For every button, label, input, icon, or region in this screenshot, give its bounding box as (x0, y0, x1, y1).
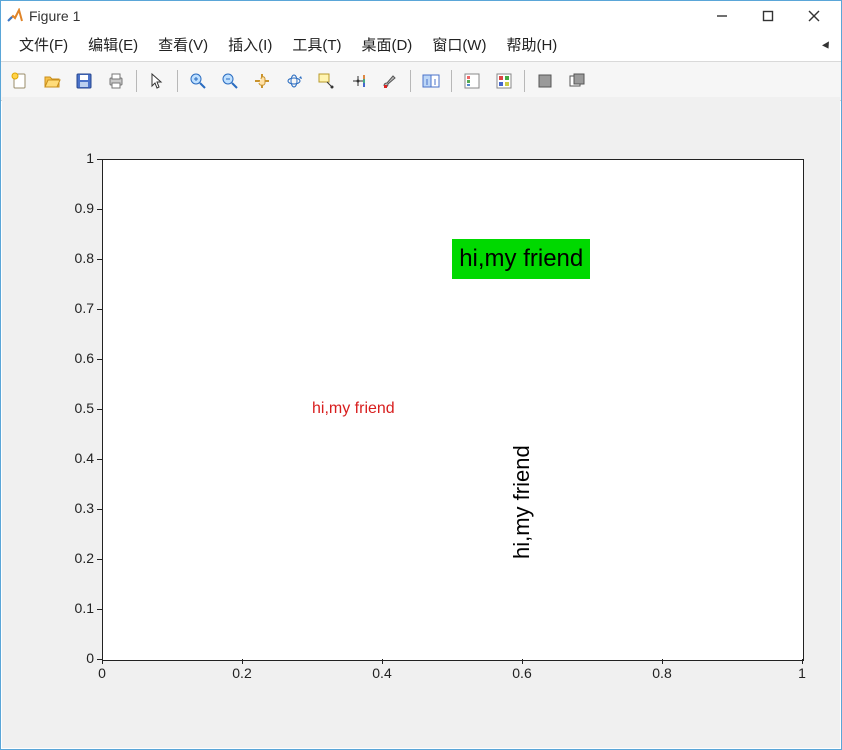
y-tick-label: 1 (62, 150, 94, 166)
x-tick-label: 0 (87, 665, 117, 681)
x-tick (662, 659, 663, 664)
save-button[interactable] (69, 67, 99, 95)
y-tick-label: 0.5 (62, 400, 94, 416)
matlab-icon (7, 8, 23, 24)
figure-canvas[interactable]: 0 0.2 0.4 0.6 0.8 1 0 0.1 0.2 0.3 0.4 0.5 0.6 0.7 0.8 0… (2, 97, 840, 748)
y-tick (97, 359, 102, 360)
menu-window[interactable]: 窗口(W) (422, 31, 496, 61)
window-title: Figure 1 (29, 8, 80, 24)
toolbar (1, 62, 841, 101)
pan-button[interactable] (247, 67, 277, 95)
annot-vertical[interactable]: hi,my friend (509, 445, 535, 559)
menu-file[interactable]: 文件(F) (9, 31, 78, 61)
y-tick-label: 0 (62, 650, 94, 666)
zoom-in-button[interactable] (183, 67, 213, 95)
close-button[interactable] (791, 1, 837, 31)
toolbar-separator (451, 70, 452, 92)
titlebar: Figure 1 (1, 1, 841, 31)
y-tick-label: 0.6 (62, 350, 94, 366)
menu-tools[interactable]: 工具(T) (282, 31, 351, 61)
menu-overflow-icon[interactable] (821, 39, 833, 57)
y-tick (97, 459, 102, 460)
x-tick (382, 659, 383, 664)
link-plot-button[interactable] (416, 67, 446, 95)
y-tick-label: 0.7 (62, 300, 94, 316)
x-tick (522, 659, 523, 664)
x-tick-label: 0.2 (227, 665, 257, 681)
undock-button[interactable] (562, 67, 592, 95)
menu-desktop[interactable]: 桌面(D) (351, 31, 422, 61)
y-tick-label: 0.8 (62, 250, 94, 266)
y-tick (97, 509, 102, 510)
toolbar-separator (410, 70, 411, 92)
y-tick (97, 409, 102, 410)
annot-red[interactable]: hi,my friend (312, 400, 395, 418)
dock-button[interactable] (530, 67, 560, 95)
x-tick-label: 0.8 (647, 665, 677, 681)
zoom-out-button[interactable] (215, 67, 245, 95)
y-tick (97, 159, 102, 160)
colorbar-button[interactable] (343, 67, 373, 95)
legend-button[interactable] (457, 67, 487, 95)
x-tick (802, 659, 803, 664)
annot-greenbox[interactable]: hi,my friend (452, 239, 590, 279)
x-tick (242, 659, 243, 664)
menubar: 文件(F) 编辑(E) 查看(V) 插入(I) 工具(T) 桌面(D) 窗口(W… (1, 31, 841, 62)
y-tick-label: 0.3 (62, 500, 94, 516)
y-tick (97, 309, 102, 310)
pointer-button[interactable] (142, 67, 172, 95)
y-tick (97, 259, 102, 260)
menu-view[interactable]: 查看(V) (148, 31, 218, 61)
x-tick-label: 0.6 (507, 665, 537, 681)
y-tick-label: 0.9 (62, 200, 94, 216)
print-button[interactable] (101, 67, 131, 95)
maximize-button[interactable] (745, 1, 791, 31)
menu-insert[interactable]: 插入(I) (218, 31, 282, 61)
new-figure-button[interactable] (5, 67, 35, 95)
minimize-button[interactable] (699, 1, 745, 31)
x-tick-label: 0.4 (367, 665, 397, 681)
menu-edit[interactable]: 编辑(E) (78, 31, 148, 61)
y-tick (97, 609, 102, 610)
y-tick-label: 0.2 (62, 550, 94, 566)
rotate-button[interactable] (279, 67, 309, 95)
x-tick-label: 1 (787, 665, 817, 681)
figure-window: Figure 1 文件(F) 编辑(E) 查看(V) 插入(I) 工具(T) 桌… (0, 0, 842, 750)
color-order-button[interactable] (489, 67, 519, 95)
data-cursor-button[interactable] (311, 67, 341, 95)
y-tick-label: 0.1 (62, 600, 94, 616)
figure-panel: 0 0.2 0.4 0.6 0.8 1 0 0.1 0.2 0.3 0.4 0.5 0.6 0.7 0.8 0… (2, 97, 840, 748)
brush-button[interactable] (375, 67, 405, 95)
axes[interactable] (102, 159, 804, 661)
y-tick-label: 0.4 (62, 450, 94, 466)
toolbar-separator (136, 70, 137, 92)
x-tick (102, 659, 103, 664)
y-tick (97, 209, 102, 210)
y-tick (97, 559, 102, 560)
toolbar-separator (177, 70, 178, 92)
y-tick (97, 659, 102, 660)
open-button[interactable] (37, 67, 67, 95)
toolbar-separator (524, 70, 525, 92)
menu-help[interactable]: 帮助(H) (496, 31, 567, 61)
